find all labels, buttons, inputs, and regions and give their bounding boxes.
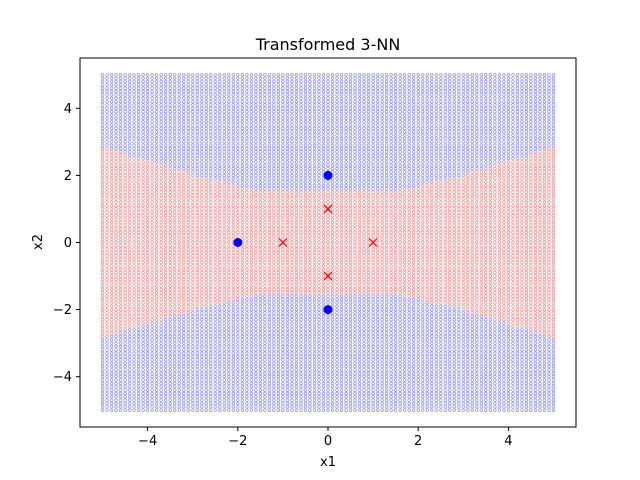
y-tick-label: −4 <box>53 370 72 385</box>
y-tick-label: 0 <box>64 236 72 251</box>
y-tick-label: 4 <box>64 102 72 117</box>
y-tick-label: −2 <box>53 303 72 318</box>
negative-region-markers <box>100 146 556 339</box>
axes-background <box>80 58 576 427</box>
positive-point-0 <box>323 170 333 180</box>
x-tick-label: 0 <box>324 434 332 449</box>
positive-point-2 <box>323 305 333 315</box>
negative-point-2 <box>368 238 378 247</box>
y-tick-label: 2 <box>64 169 72 184</box>
x-tick-label: −2 <box>228 434 247 449</box>
training-points <box>233 170 378 315</box>
y-axis-ticks: −4 −2 0 2 4 <box>53 102 80 385</box>
negative-point-1 <box>278 238 288 247</box>
x-tick-label: 4 <box>504 434 512 449</box>
x-axis-ticks: −4 −2 0 2 4 <box>138 427 513 449</box>
x-tick-label: 2 <box>414 434 422 449</box>
negative-point-0 <box>323 204 333 214</box>
decision-region-grid <box>100 73 556 412</box>
chart-title: Transformed 3-NN <box>255 35 401 54</box>
y-axis-label: x2 <box>31 234 46 250</box>
positive-region-markers <box>100 73 556 412</box>
positive-point-1 <box>233 238 243 247</box>
plot-area: −4 −2 0 2 4 −4 −2 0 2 4 <box>53 57 577 449</box>
x-tick-label: −4 <box>138 434 157 449</box>
negative-point-3 <box>323 271 333 281</box>
x-axis-label: x1 <box>320 455 336 470</box>
